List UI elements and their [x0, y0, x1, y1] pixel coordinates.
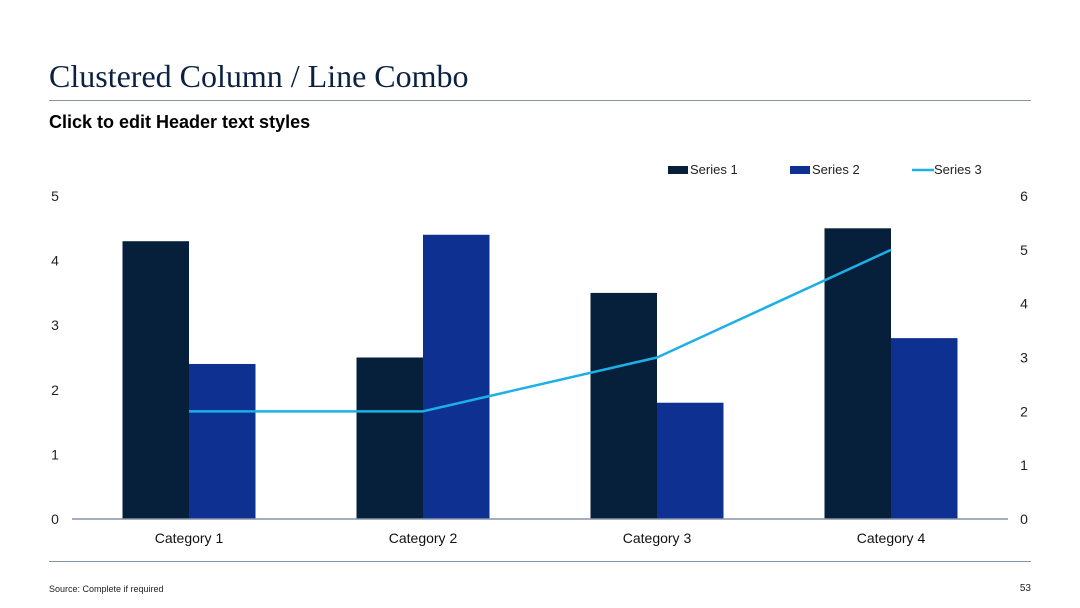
- legend-label-series-1: Series 1: [690, 162, 738, 177]
- page-number: 53: [1019, 583, 1031, 594]
- y2-axis-tick-label: 6: [1020, 188, 1028, 204]
- combo-chart: 0 1 2 3 4 5 0 1 2 3 4 5 6 Category 1 Category 2 Categor…: [51, 162, 1028, 546]
- bar-series-2: [891, 338, 958, 519]
- bar-series-1: [824, 228, 891, 520]
- legend-label-series-3: Series 3: [934, 162, 982, 177]
- y-axis-tick-label: 3: [51, 317, 59, 333]
- footer-divider: [49, 561, 1031, 562]
- bar-series-2: [189, 363, 256, 519]
- y-axis-tick-label: 0: [51, 511, 59, 527]
- slide-title: Clustered Column / Line Combo: [49, 58, 469, 94]
- x-axis-tick-label: Category 3: [623, 530, 692, 546]
- y2-axis-tick-label: 4: [1020, 296, 1028, 312]
- source-note: Source: Complete if required: [49, 584, 164, 594]
- slide-header[interactable]: Click to edit Header text styles: [49, 112, 311, 132]
- y2-axis-tick-label: 5: [1020, 242, 1028, 258]
- y-axis-tick-label: 5: [51, 188, 59, 204]
- bar-series-1: [590, 292, 657, 519]
- y2-axis-tick-label: 3: [1020, 350, 1028, 366]
- y-axis-tick-label: 4: [51, 253, 59, 269]
- x-axis-tick-label: Category 2: [389, 530, 458, 546]
- y2-axis-tick-label: 1: [1020, 457, 1028, 473]
- y-axis-tick-label: 2: [51, 382, 59, 398]
- line-series-3: [189, 248, 892, 413]
- bar-series-2: [423, 234, 490, 519]
- bar-series-2: [657, 402, 724, 519]
- x-axis-tick-label: Category 1: [155, 530, 224, 546]
- bar-series-1: [122, 241, 189, 519]
- legend-label-series-2: Series 2: [812, 162, 860, 177]
- y-axis-tick-label: 1: [51, 446, 59, 462]
- y2-axis-tick-label: 2: [1020, 403, 1028, 419]
- x-axis-tick-label: Category 4: [857, 530, 926, 546]
- legend-swatch-series-2: [790, 166, 810, 174]
- bar-series-1: [356, 357, 423, 519]
- title-divider: [49, 100, 1031, 101]
- y2-axis-tick-label: 0: [1020, 511, 1028, 527]
- legend-swatch-series-1: [668, 166, 688, 174]
